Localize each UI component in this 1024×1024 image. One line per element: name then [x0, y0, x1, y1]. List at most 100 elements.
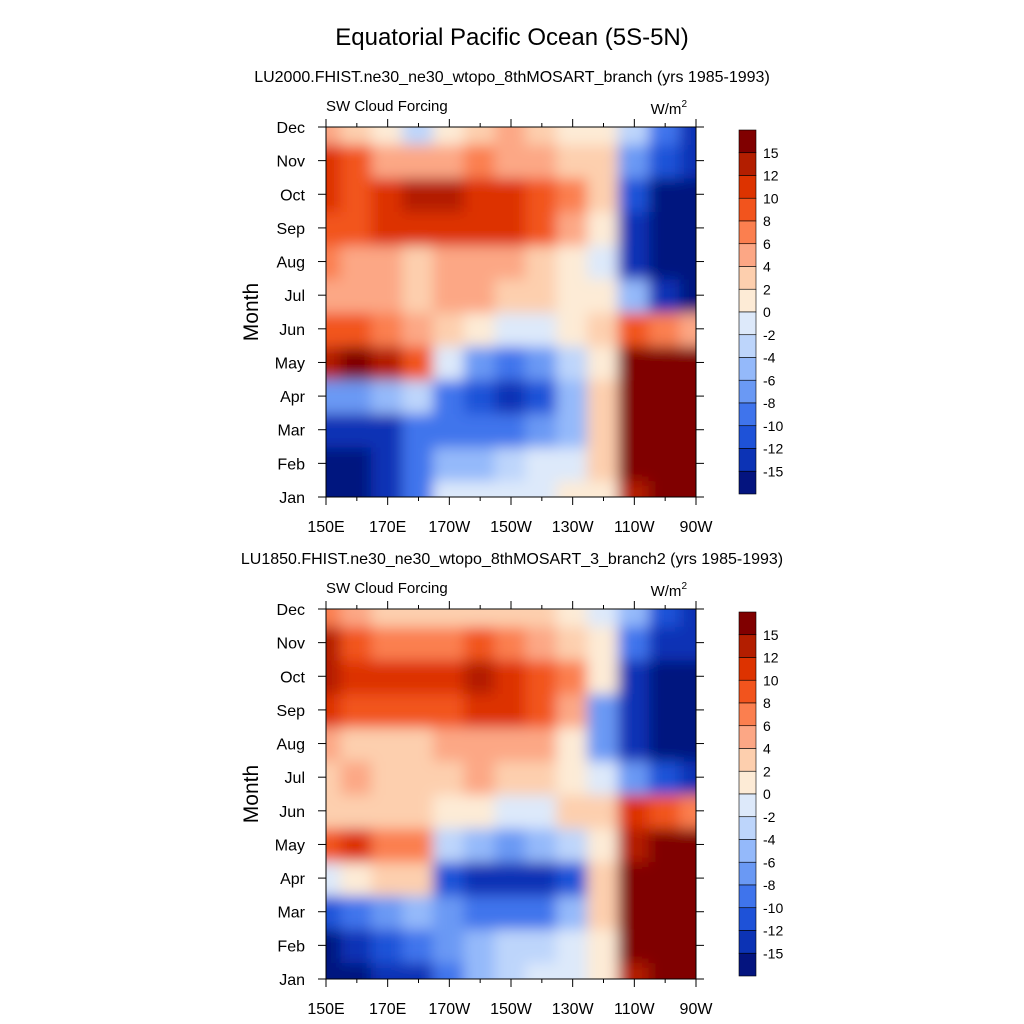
- colorbar-label: 15: [763, 627, 779, 643]
- heatmap-cell: [587, 411, 620, 448]
- heatmap-cell: [617, 210, 651, 246]
- heatmap-cell: [525, 927, 559, 964]
- heatmap-cell: [587, 479, 620, 497]
- figure-title: Equatorial Pacific Ocean (5S-5N): [335, 24, 688, 51]
- heatmap-cell: [494, 624, 528, 661]
- heatmap-cell: [494, 210, 528, 246]
- x-tick-label: 110W: [614, 1001, 656, 1018]
- heatmap-cell: [432, 445, 466, 482]
- units-label: W/m2: [651, 581, 688, 600]
- heatmap-cell: [494, 609, 528, 627]
- heatmap-cell: [326, 624, 343, 661]
- heatmap-cell: [402, 344, 435, 381]
- heatmap-cell: [371, 961, 405, 979]
- y-tick-label: Mar: [277, 423, 305, 440]
- heatmap-cell: [556, 210, 590, 246]
- heatmap-cell: [371, 411, 405, 448]
- heatmap-cell: [525, 176, 559, 213]
- heatmap-cell: [587, 378, 620, 414]
- heatmap-cell: [587, 344, 620, 381]
- heatmap-cell: [326, 725, 343, 762]
- colorbar-label: 12: [763, 168, 779, 184]
- colorbar-box: [738, 402, 757, 427]
- colorbar-label: 2: [763, 763, 771, 779]
- heatmap-cell: [525, 961, 559, 979]
- heatmap-cell: [402, 378, 435, 414]
- heatmap-cell: [648, 142, 682, 179]
- heatmap-cell: [679, 860, 696, 896]
- colorbar-box: [738, 357, 757, 381]
- heatmap-cell: [648, 961, 682, 979]
- colorbar-box: [738, 266, 757, 290]
- heatmap-cell: [371, 624, 405, 661]
- heatmap-cell: [617, 445, 651, 482]
- x-tick-label: 170E: [369, 519, 406, 536]
- heatmap-cell: [326, 210, 343, 246]
- heatmap-cell: [679, 411, 696, 448]
- heatmap-cell: [432, 927, 466, 964]
- heatmap-cell: [371, 479, 405, 497]
- units-label: W/m2: [651, 99, 688, 118]
- heatmap-cell: [463, 142, 497, 179]
- heatmap-cell: [463, 344, 497, 381]
- heatmap-cell: [402, 142, 435, 179]
- heatmap-cell: [679, 927, 696, 964]
- heatmap-cell: [648, 378, 682, 414]
- heatmap-cell: [648, 243, 682, 280]
- heatmap-cell: [463, 725, 497, 762]
- units-superscript: 2: [681, 99, 687, 110]
- heatmap-cell: [432, 277, 466, 313]
- heatmap-cell: [556, 277, 590, 313]
- heatmap-cell: [402, 893, 435, 930]
- heatmap-cell: [525, 479, 559, 497]
- heatmap-cell: [556, 860, 590, 896]
- heatmap-cell: [617, 759, 651, 795]
- heatmap-cell: [556, 725, 590, 762]
- heatmap-cell: [617, 826, 651, 863]
- heatmap-cell: [587, 243, 620, 280]
- heatmap-cell: [326, 344, 343, 381]
- heatmap-cell: [326, 826, 343, 863]
- heatmap-cell: [587, 961, 620, 979]
- heatmap-cell: [648, 860, 682, 896]
- chart-panel-2: LU1850.FHIST.ne30_ne30_wtopo_8thMOSART_3…: [240, 551, 783, 1018]
- heatmap-cell: [326, 127, 343, 145]
- heatmap-cell: [679, 692, 696, 728]
- heatmap-cell: [525, 658, 559, 695]
- y-tick-label: May: [275, 355, 305, 372]
- heatmap-cell: [525, 692, 559, 728]
- heatmap-cell: [463, 378, 497, 414]
- heatmap-cell: [463, 210, 497, 246]
- heatmap-cell: [587, 311, 620, 347]
- heatmap-cell: [679, 277, 696, 313]
- heatmap-cell: [371, 210, 405, 246]
- heatmap-cell: [556, 142, 590, 179]
- y-tick-label: Apr: [280, 871, 306, 888]
- heatmap-cell: [494, 411, 528, 448]
- y-tick-label: Feb: [277, 938, 305, 955]
- heatmap-cell: [326, 692, 343, 728]
- colorbar-box: [738, 220, 757, 245]
- heatmap-cell: [463, 826, 497, 863]
- heatmap-cell: [587, 176, 620, 213]
- heatmap-cell: [679, 609, 696, 627]
- panels: LU2000.FHIST.ne30_ne30_wtopo_8thMOSART_b…: [240, 69, 783, 1018]
- heatmap-cell: [525, 860, 559, 896]
- heatmap-cell: [648, 893, 682, 930]
- x-tick-label: 90W: [680, 519, 714, 536]
- heatmap-cell: [679, 479, 696, 497]
- heatmap-cell: [494, 142, 528, 179]
- heatmap-cell: [340, 961, 374, 979]
- heatmap-cell: [402, 127, 435, 145]
- heatmap-cell: [402, 176, 435, 213]
- x-tick-label: 150W: [490, 1001, 533, 1018]
- heatmap-cell: [648, 127, 682, 145]
- heatmap-cell: [679, 243, 696, 280]
- heatmap-cell: [494, 176, 528, 213]
- heatmap-cell: [648, 793, 682, 829]
- heatmap-cell: [432, 344, 466, 381]
- heatmap-cell: [371, 860, 405, 896]
- heatmap-cell: [679, 961, 696, 979]
- y-tick-label: Nov: [277, 154, 305, 171]
